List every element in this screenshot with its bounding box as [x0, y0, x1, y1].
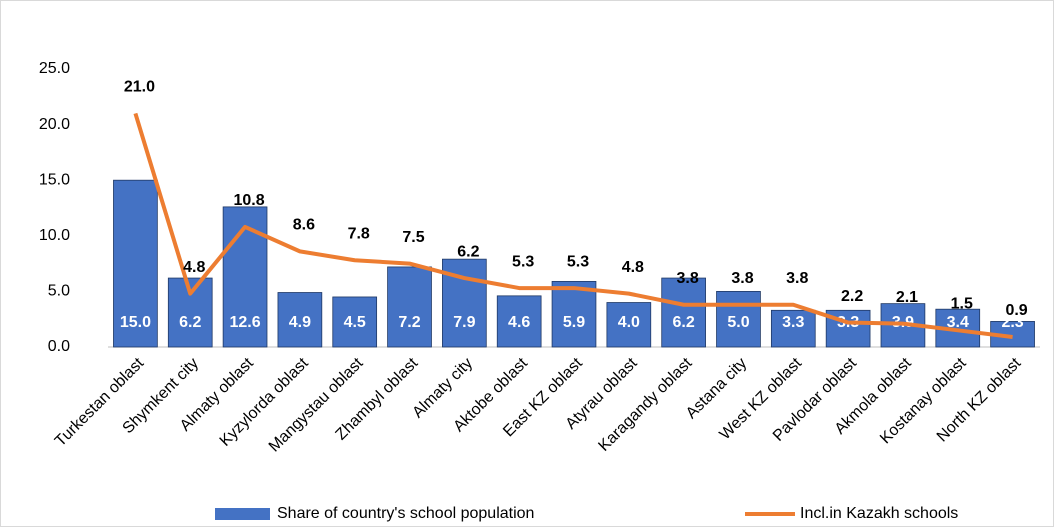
y-tick-label: 5.0	[48, 283, 70, 300]
line-value-label: 4.8	[183, 259, 205, 276]
line-value-label: 10.8	[233, 192, 264, 209]
line-value-label: 6.2	[457, 243, 479, 260]
bar-value-label: 6.2	[673, 314, 695, 331]
line-value-label: 3.8	[786, 270, 808, 287]
legend-swatch	[215, 508, 270, 520]
y-tick-label: 0.0	[48, 338, 70, 355]
bar	[167, 277, 213, 348]
bar-value-label: 7.2	[398, 314, 420, 331]
y-tick-label: 15.0	[39, 171, 70, 188]
bar	[113, 179, 158, 348]
bar	[277, 292, 323, 348]
line-value-label: 3.8	[677, 270, 699, 287]
bar	[661, 277, 706, 348]
bar	[716, 290, 761, 348]
bar-value-label: 4.9	[289, 314, 311, 331]
legend-label: Incl.in Kazakh schools	[800, 505, 958, 522]
line-value-label: 5.3	[512, 253, 534, 270]
line-series	[133, 112, 1013, 339]
line-value-label: 0.9	[1005, 302, 1027, 319]
bar	[332, 296, 378, 348]
bar-value-label: 12.6	[229, 314, 260, 331]
line-value-label: 7.8	[348, 225, 370, 242]
line-value-label: 2.1	[896, 289, 918, 306]
line-value-label: 3.8	[731, 270, 753, 287]
bar-value-label: 4.5	[344, 314, 366, 331]
legend-label: Share of country's school population	[277, 505, 534, 522]
y-tick-label: 10.0	[39, 227, 70, 244]
bar	[770, 309, 816, 348]
bar-value-label: 2.3	[1001, 314, 1023, 331]
bar-value-label: 7.9	[453, 314, 475, 331]
bar	[222, 206, 268, 348]
line-value-label: 21.0	[124, 79, 155, 96]
bar-value-label: 6.2	[179, 314, 201, 331]
bar-value-label: 15.0	[120, 314, 151, 331]
line-value-label: 7.5	[402, 229, 424, 246]
line-value-label: 1.5	[951, 296, 973, 313]
bar-value-label: 5.9	[563, 314, 585, 331]
bar-value-label: 3.4	[947, 314, 969, 331]
line-value-label: 5.3	[567, 253, 589, 270]
bar-value-label: 4.6	[508, 314, 530, 331]
y-tick-label: 25.0	[39, 60, 70, 77]
bar-value-label: 4.0	[618, 314, 640, 331]
bar	[551, 280, 597, 348]
bar	[606, 302, 652, 348]
line-value-label: 4.8	[622, 259, 644, 276]
bar-value-label: 5.0	[727, 314, 749, 331]
line-value-label: 8.6	[293, 217, 315, 234]
bar	[387, 266, 432, 348]
y-tick-label: 20.0	[39, 116, 70, 133]
line-value-label: 2.2	[841, 288, 863, 305]
bar	[496, 295, 542, 348]
bar-value-label: 3.3	[782, 314, 804, 331]
